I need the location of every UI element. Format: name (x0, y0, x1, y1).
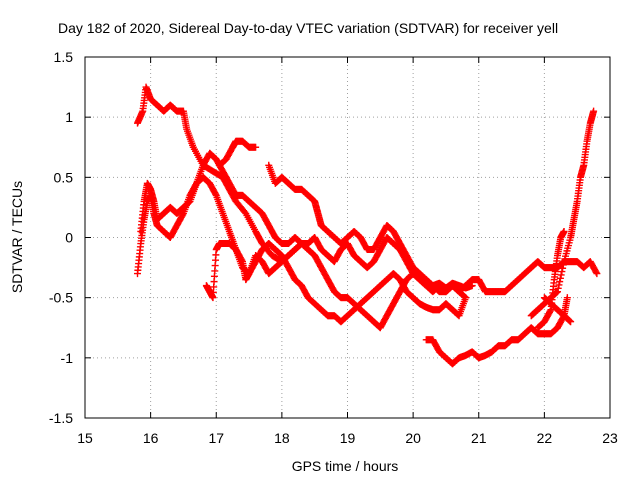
x-tick-label: 21 (471, 430, 487, 446)
x-tick-label: 17 (208, 430, 224, 446)
y-axis-label: SDTVAR / TECUs (9, 181, 25, 293)
data-point (593, 270, 601, 278)
y-tick-label: -1.5 (49, 410, 73, 426)
data-point (179, 211, 187, 219)
data-point (590, 107, 598, 115)
data-point (559, 261, 567, 269)
data-point (212, 190, 220, 198)
y-tick-labels: 1.5 1 0.5 0 -0.5 -1 -1.5 (49, 49, 73, 426)
data-point (563, 294, 571, 302)
data-point (238, 256, 246, 264)
data-point (462, 294, 470, 302)
data-point (554, 288, 561, 296)
y-tick-label: 1.5 (54, 49, 74, 65)
data-points (134, 83, 601, 368)
y-tick-label: 0.5 (54, 169, 74, 185)
x-tick-label: 19 (340, 430, 356, 446)
y-tick-label: 1 (65, 109, 73, 125)
data-point (468, 282, 476, 290)
data-point (554, 284, 562, 292)
data-point (592, 268, 600, 276)
data-point (546, 307, 554, 315)
x-axis-label: GPS time / hours (292, 458, 399, 474)
series-track-7 (422, 294, 571, 368)
data-point (252, 143, 260, 151)
series-track-2 (134, 173, 470, 326)
series-track-5 (216, 137, 260, 169)
data-point (556, 274, 564, 282)
data-point (560, 227, 568, 235)
plot-frame (84, 56, 611, 419)
series-track-9 (534, 227, 568, 332)
y-tick-label: 0 (65, 230, 73, 246)
data-point (556, 278, 564, 286)
y-tick-label: -1 (61, 350, 74, 366)
x-tick-label: 23 (602, 430, 618, 446)
x-tick-label: 20 (405, 430, 421, 446)
data-point (559, 264, 567, 272)
series-track-3 (137, 149, 601, 332)
data-point (557, 271, 565, 279)
grid-lines (85, 57, 610, 418)
y-tick-label: -0.5 (49, 290, 73, 306)
x-tick-label: 18 (274, 430, 290, 446)
x-tick-label: 16 (143, 430, 159, 446)
series-track-10 (540, 294, 575, 326)
data-point (555, 281, 563, 289)
x-tick-label: 22 (537, 430, 553, 446)
series-track-6 (265, 161, 476, 292)
data-point (567, 318, 575, 326)
x-tick-labels: 15 16 17 18 19 20 21 22 23 (77, 430, 618, 446)
data-point (558, 268, 566, 276)
x-tick-label: 15 (77, 430, 93, 446)
chart-title: Day 182 of 2020, Sidereal Day-to-day VTE… (58, 20, 558, 36)
